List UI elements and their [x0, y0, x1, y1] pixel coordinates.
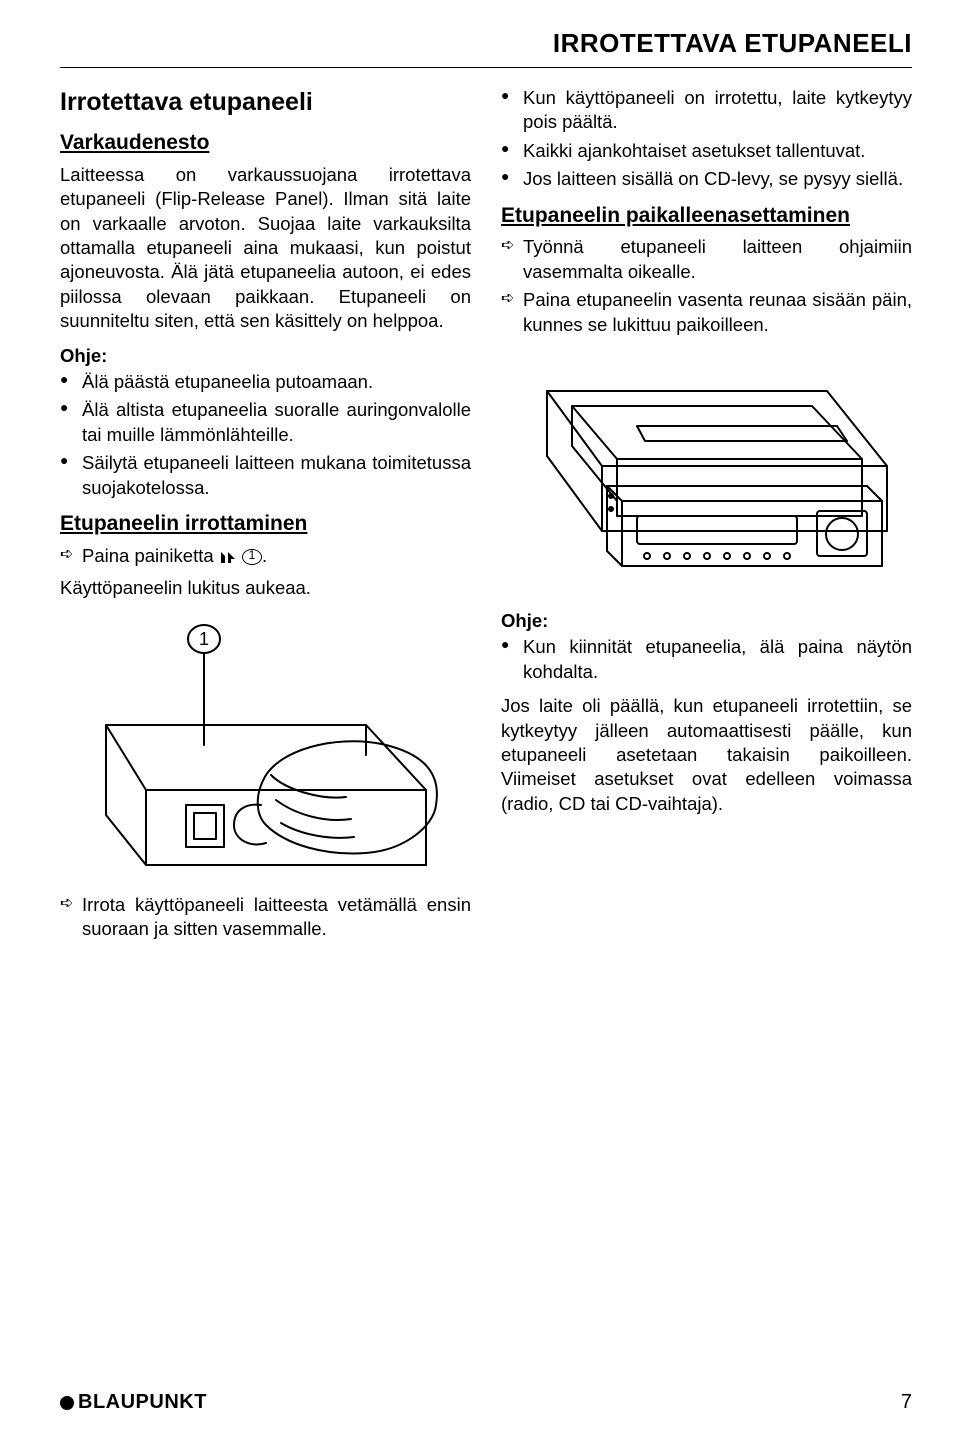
- closing-paragraph: Jos laite oli päällä, kun etupaneeli irr…: [501, 694, 912, 816]
- step-list-2: Irrota käyttöpaneeli laitteesta vetä­mäl…: [60, 893, 471, 942]
- page-footer: BLAUPUNKT 7: [60, 1391, 912, 1414]
- bullet-item: Kun kiinnität etupaneelia, älä paina näy…: [501, 635, 912, 684]
- brand-name: BLAUPUNKT: [78, 1391, 207, 1414]
- callout-number-1-inline: 1: [242, 549, 262, 565]
- bullet-item: Kun käyttöpaneeli on irrotettu, laite ky…: [501, 86, 912, 135]
- illustration-insert-panel: [517, 351, 897, 591]
- illustration-remove-panel: 1: [86, 615, 446, 875]
- left-column: Irrotettava etupaneeli Varkaudenesto Lai…: [60, 86, 471, 949]
- bullet-item: Älä altista etupaneelia suoralle au­ring…: [60, 398, 471, 447]
- page-header-title: IRROTETTAVA ETUPANEELI: [60, 28, 912, 59]
- intro-paragraph: Laitteessa on varkaussuojana irrotetta­v…: [60, 163, 471, 334]
- subheading-paikalleen: Etupaneelin paikalleenasettaminen: [501, 202, 912, 230]
- bullet-item: Kaikki ajankohtaiset asetukset tal­lentu…: [501, 139, 912, 163]
- ohje-label-right: Ohje:: [501, 609, 912, 633]
- step-text-pre: Paina painiketta: [82, 545, 219, 566]
- install-steps: Työnnä etupaneeli laitteen ohjai­miin va…: [501, 235, 912, 337]
- brand-dot-icon: [60, 1396, 74, 1410]
- step-item: Paina etupaneelin vasenta reunaa sisään …: [501, 288, 912, 337]
- warning-bullets: Älä päästä etupaneelia putoa­maan. Älä a…: [60, 370, 471, 500]
- subheading-irrottaminen: Etupaneelin irrottaminen: [60, 510, 471, 538]
- step-item: Irrota käyttöpaneeli laitteesta vetä­mäl…: [60, 893, 471, 942]
- ohje-label-left: Ohje:: [60, 344, 471, 368]
- info-bullets-top: Kun käyttöpaneeli on irrotettu, laite ky…: [501, 86, 912, 192]
- bullet-item: Jos laitteen sisällä on CD-levy, se pysy…: [501, 167, 912, 191]
- main-heading: Irrotettava etupaneeli: [60, 86, 471, 119]
- page-number: 7: [901, 1391, 912, 1414]
- step-list: Paina painiketta 1.: [60, 544, 471, 568]
- subheading-varkaudenesto: Varkaudenesto: [60, 129, 471, 157]
- brand-logo: BLAUPUNKT: [60, 1391, 207, 1414]
- step-item: Paina painiketta 1.: [60, 544, 471, 568]
- svg-text:1: 1: [198, 629, 208, 649]
- unlock-text: Käyttöpaneelin lukitus aukeaa.: [60, 576, 471, 600]
- step-item: Työnnä etupaneeli laitteen ohjai­miin va…: [501, 235, 912, 284]
- bullet-item: Älä päästä etupaneelia putoa­maan.: [60, 370, 471, 394]
- step-text-post: .: [262, 545, 267, 566]
- right-column: Kun käyttöpaneeli on irrotettu, laite ky…: [501, 86, 912, 949]
- content-columns: Irrotettava etupaneeli Varkaudenesto Lai…: [60, 86, 912, 949]
- release-button-icon: [219, 549, 237, 565]
- bullet-item: Säilytä etupaneeli laitteen mukana toimi…: [60, 451, 471, 500]
- info-bullets-bottom: Kun kiinnität etupaneelia, älä paina näy…: [501, 635, 912, 684]
- header-rule: [60, 67, 912, 68]
